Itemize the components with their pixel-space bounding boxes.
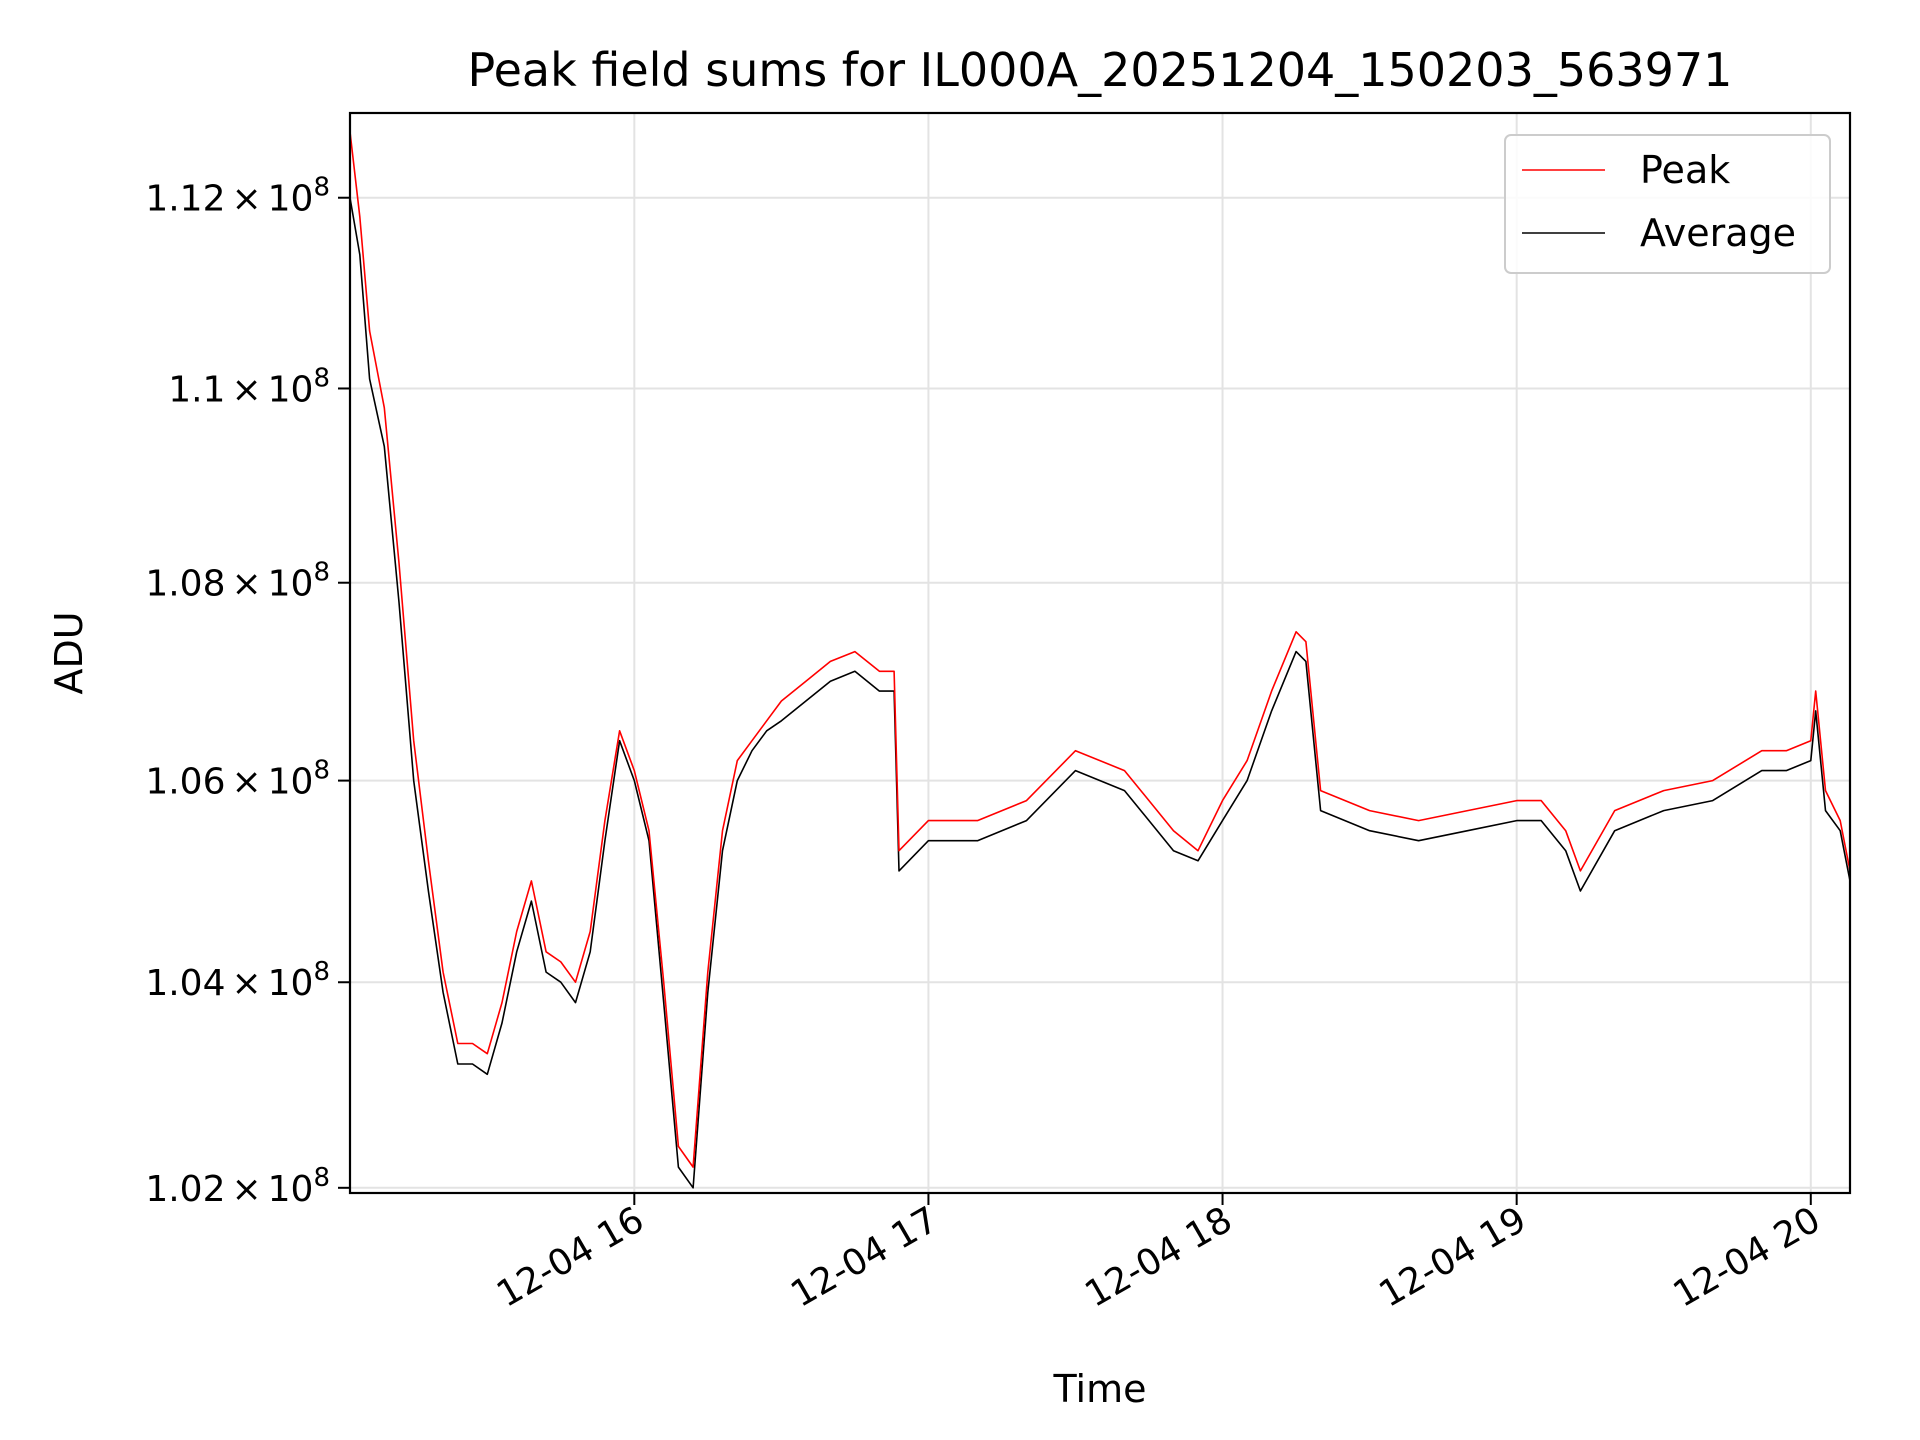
series-layer <box>349 131 1851 1189</box>
y-axis-title: ADU <box>47 611 91 694</box>
y-tick-label: 1.08 × 108 <box>145 558 330 605</box>
legend-label-average: Average <box>1640 211 1796 255</box>
legend-label-peak: Peak <box>1640 148 1730 192</box>
x-axis-title: Time <box>1053 1367 1147 1411</box>
y-axis: 1.02 × 108 1.04 × 108 1.06 × 108 1.08 × 108 1.1 × 108 1… <box>145 173 350 1210</box>
y-tick-label: 1.06 × 108 <box>145 756 330 803</box>
y-tick-label: 1.12 × 108 <box>145 173 330 220</box>
series-line-average <box>349 197 1851 1189</box>
legend: Peak Average <box>1504 134 1831 274</box>
y-tick-label: 1.04 × 108 <box>145 957 330 1004</box>
chart-title: Peak field sums for IL000A_20251204_1502… <box>468 43 1733 97</box>
series-line-peak <box>349 131 1851 1168</box>
plot-frame <box>348 111 1852 1195</box>
y-tick-label: 1.02 × 108 <box>145 1163 330 1210</box>
y-tick-label: 1.1 × 108 <box>168 363 330 410</box>
